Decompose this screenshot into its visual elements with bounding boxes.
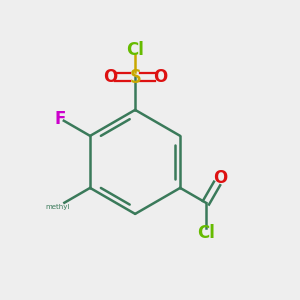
Text: Cl: Cl <box>126 41 144 59</box>
Text: O: O <box>213 169 227 187</box>
Text: methyl: methyl <box>45 204 69 210</box>
Text: O: O <box>153 68 167 86</box>
Text: S: S <box>129 68 141 87</box>
Text: O: O <box>103 68 117 86</box>
Text: F: F <box>55 110 66 128</box>
Text: Cl: Cl <box>197 224 215 242</box>
